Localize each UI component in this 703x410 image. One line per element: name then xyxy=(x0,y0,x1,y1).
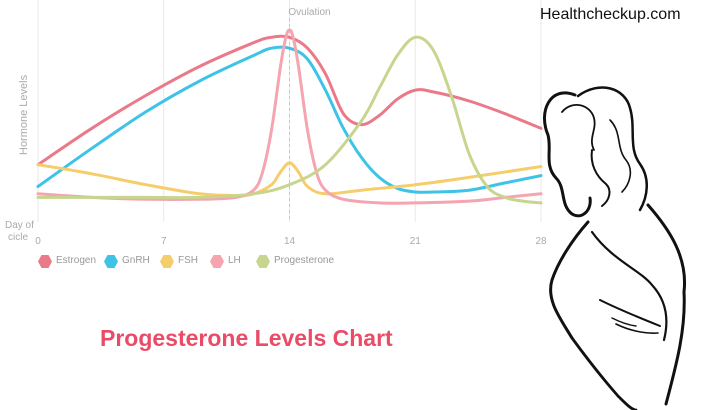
legend-label-lh: LH xyxy=(228,255,241,266)
site-brand: Healthcheckup.com xyxy=(540,6,681,23)
legend-label-estrogen: Estrogen xyxy=(56,255,97,266)
legend-swatch-estrogen xyxy=(38,255,52,268)
series-line-fsh xyxy=(36,161,543,198)
legend-label-fsh: FSH xyxy=(178,255,198,266)
x-tick-label: 14 xyxy=(284,236,296,247)
series-lines xyxy=(36,28,543,205)
legend-swatch-lh xyxy=(210,255,224,268)
pregnant-woman-illustration xyxy=(543,86,687,410)
legend-swatch-gnrh xyxy=(104,255,118,268)
legend-label-gnrh: GnRH xyxy=(122,255,150,266)
series-line-lh xyxy=(36,28,543,205)
x-tick-labels: 0 7 14 21 28 xyxy=(35,236,547,247)
y-axis-title: Hormone Levels xyxy=(18,74,30,155)
x-tick-label: 28 xyxy=(535,236,547,247)
legend-swatch-progesterone xyxy=(256,255,270,268)
ovulation-annotation: Ovulation xyxy=(288,7,330,18)
gridlines xyxy=(37,0,542,222)
x-tick-label: 7 xyxy=(161,236,167,247)
page-title: Progesterone Levels Chart xyxy=(100,325,393,351)
series-line-estrogen xyxy=(36,34,543,167)
series-line-progesterone xyxy=(36,35,543,205)
x-axis-title: Day of cicle xyxy=(5,220,34,243)
legend-swatch-fsh xyxy=(160,255,174,268)
x-tick-label: 21 xyxy=(410,236,422,247)
legend-label-progesterone: Progesterone xyxy=(274,255,335,266)
x-tick-label: 0 xyxy=(35,236,41,247)
series-line-gnrh xyxy=(36,45,543,194)
